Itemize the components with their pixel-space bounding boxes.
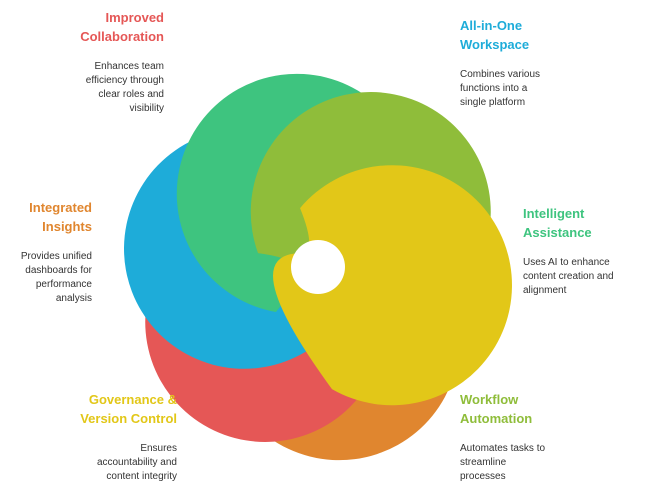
feature-governance-version-control: Governance & Version Control Ensures acc…: [80, 390, 177, 484]
feature-all-in-one-workspace: All-in-One Workspace Combines various fu…: [460, 16, 540, 110]
feature-title: Improved Collaboration: [80, 10, 164, 44]
petal-governance: [273, 165, 512, 406]
feature-title: Governance & Version Control: [80, 392, 177, 426]
feature-integrated-insights: Integrated Insights Provides unified das…: [21, 198, 92, 306]
feature-description: Automates tasks to streamline processes: [460, 443, 546, 482]
feature-improved-collaboration: Improved Collaboration Enhances team eff…: [80, 8, 164, 116]
feature-description: Uses AI to enhance content creation and …: [523, 257, 614, 296]
feature-description: Ensures accountability and content integ…: [96, 443, 177, 482]
feature-intelligent-assistance: Intelligent Assistance Uses AI to enhanc…: [523, 204, 614, 298]
feature-title: Integrated Insights: [29, 200, 92, 234]
feature-description: Enhances team efficiency through clear r…: [85, 61, 164, 114]
feature-workflow-automation: Workflow Automation Automates tasks to s…: [460, 390, 545, 484]
feature-description: Provides unified dashboards for performa…: [20, 251, 92, 304]
feature-description: Combines various functions into a single…: [460, 69, 541, 108]
feature-title: Workflow Automation: [460, 392, 533, 426]
wheel-center-hole: [291, 240, 345, 294]
feature-title: Intelligent Assistance: [523, 206, 592, 240]
feature-title: All-in-One Workspace: [460, 18, 530, 52]
